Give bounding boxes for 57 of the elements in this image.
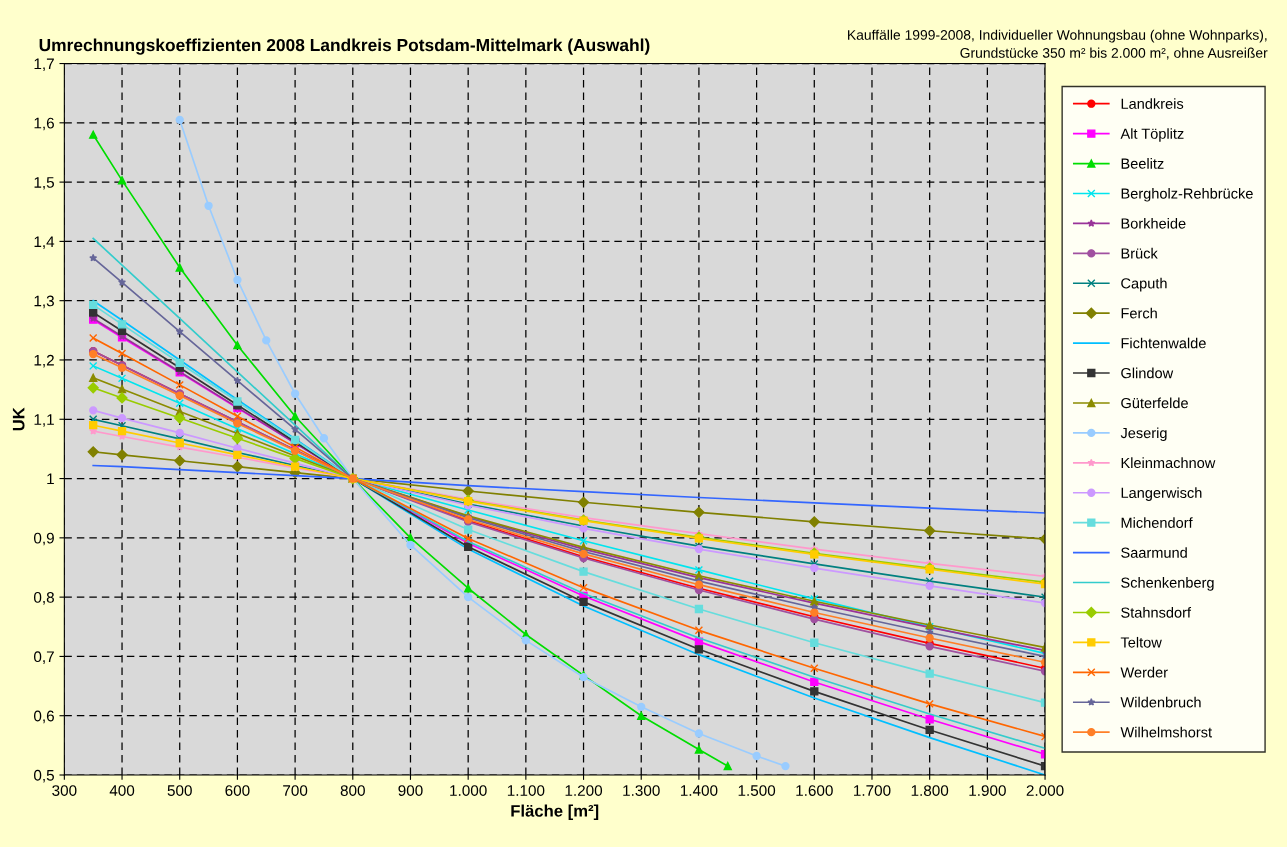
x-tick-label: 1.200 bbox=[565, 785, 603, 796]
legend-label: Wilhelmshorst bbox=[1120, 726, 1212, 738]
x-tick-label: 400 bbox=[109, 785, 135, 796]
text: Kauffälle 1999-2008, Individueller Wohnungsbau (ohne Wohnparks), Grundstücke 350 m² bis 2.000 m², ohne Ausreißer bbox=[848, 29, 1268, 60]
x-tick-label: 1.300 bbox=[623, 785, 660, 796]
y-tick-label: 1 bbox=[47, 473, 54, 485]
legend-label: Glindow bbox=[1121, 367, 1174, 379]
legend-label: Fichtenwalde bbox=[1121, 337, 1206, 349]
legend-label: Schenkenberg bbox=[1121, 577, 1214, 591]
y-tick-label: 0,6 bbox=[33, 710, 54, 724]
legend-label: Wildenbruch bbox=[1120, 696, 1201, 708]
x-tick-label: 800 bbox=[340, 785, 365, 796]
legend-label: Brück bbox=[1121, 247, 1158, 259]
x-tick-label: 1.500 bbox=[738, 785, 776, 796]
x-tick-label: 700 bbox=[283, 785, 308, 796]
x-tick-label: 1.700 bbox=[854, 785, 891, 796]
y-tick-label: 0,8 bbox=[33, 592, 54, 605]
x-tick-label: 1.900 bbox=[969, 785, 1006, 796]
legend-label: Güterfelde bbox=[1121, 397, 1188, 409]
y-tick-label: 0,9 bbox=[33, 532, 54, 546]
x-tick-label: 1.100 bbox=[507, 785, 545, 796]
legend-label: Teltow bbox=[1120, 636, 1162, 648]
y-tick-label: 1,1 bbox=[34, 414, 54, 427]
x-tick-label: 500 bbox=[167, 785, 192, 796]
y-tick-label: 1,3 bbox=[34, 295, 54, 309]
legend-label: Jeserig bbox=[1120, 427, 1167, 442]
legend-label: Borkheide bbox=[1121, 217, 1186, 229]
y-tick-label: 1,4 bbox=[34, 236, 55, 249]
legend-label: Saarmund bbox=[1121, 547, 1187, 558]
y-axis-title: UK bbox=[12, 407, 25, 431]
legend-label: Beelitz bbox=[1121, 158, 1164, 169]
y-tick-label: 0,7 bbox=[33, 651, 54, 664]
x-tick-label: 600 bbox=[225, 785, 250, 796]
legend-label: Landkreis bbox=[1121, 98, 1184, 109]
legend-label: Kleinmachnow bbox=[1121, 457, 1216, 469]
y-tick-label: 1,2 bbox=[34, 354, 54, 368]
x-tick-label: 1.000 bbox=[450, 785, 487, 796]
y-tick-label: 1,6 bbox=[34, 117, 54, 131]
y-tick-label: 1,7 bbox=[34, 58, 54, 72]
x-tick-label: 1.400 bbox=[680, 785, 718, 796]
legend-label: Alt Töplitz bbox=[1120, 128, 1184, 142]
x-tick-label: 300 bbox=[52, 785, 77, 796]
legend-label: Stahnsdorf bbox=[1121, 607, 1192, 618]
x-tick-label: 1.600 bbox=[796, 785, 833, 796]
x-tick-label: 1.800 bbox=[911, 785, 949, 796]
legend-label: Langerwisch bbox=[1121, 487, 1202, 501]
x-tick-label: 900 bbox=[398, 785, 423, 796]
y-tick-label: 1,5 bbox=[34, 177, 54, 190]
y-tick-label: 0,5 bbox=[33, 769, 54, 783]
x-tick-label: 2.000 bbox=[1026, 785, 1064, 796]
legend-label: Bergholz-Rehbrücke bbox=[1121, 188, 1253, 202]
legend-label: Ferch bbox=[1121, 307, 1157, 319]
chart-title: Umrechnungskoeffizienten 2008 Landkreis Potsdam-Mittelmark (Auswahl) bbox=[39, 38, 650, 55]
x-axis-title: Fläche [m²] bbox=[511, 804, 599, 821]
legend-label: Michendorf bbox=[1121, 517, 1193, 528]
legend-label: Werder bbox=[1120, 666, 1168, 678]
legend-label: Caputh bbox=[1121, 277, 1167, 292]
